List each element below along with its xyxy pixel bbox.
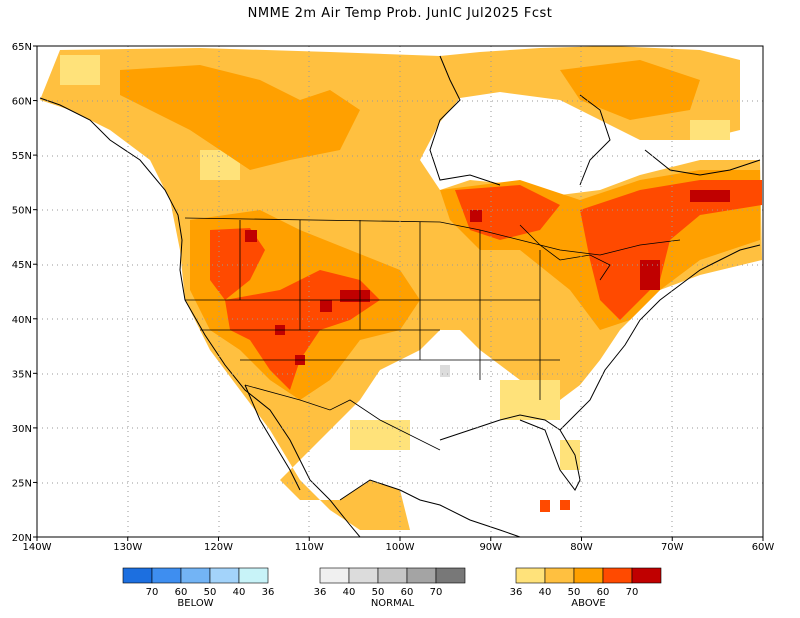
- lon-tick-label: 60W: [752, 542, 775, 553]
- legend-tick-label: 50: [568, 587, 581, 598]
- legend-below: 70 60 50 40 36 BELOW: [122, 567, 275, 609]
- legend-tick-label: 40: [233, 587, 246, 598]
- legend-tick-label: 60: [597, 587, 610, 598]
- lat-tick-label: 50N: [12, 206, 32, 217]
- legend-category-label: BELOW: [177, 598, 213, 609]
- legend-tick-label: 70: [146, 587, 159, 598]
- legend-tick-label: 50: [204, 587, 217, 598]
- above-36-shading: [60, 55, 730, 470]
- legend-swatch: [151, 567, 182, 584]
- lat-tick-label: 35N: [12, 369, 32, 380]
- lat-tick-label: 65N: [12, 42, 32, 53]
- legend-tick-label: 50: [372, 587, 385, 598]
- legend-swatch: [209, 567, 240, 584]
- legend-swatch: [180, 567, 211, 584]
- lat-tick-label: 45N: [12, 260, 32, 271]
- lat-tick-label: 40N: [12, 315, 32, 326]
- legend-swatch: [122, 567, 153, 584]
- map-title: NMME 2m Air Temp Prob. JunIC Jul2025 Fcs…: [247, 6, 553, 21]
- legend-swatch: [515, 567, 546, 584]
- legend-tick-label: 60: [401, 587, 414, 598]
- legend-tick-label: 36: [510, 587, 523, 598]
- legend-tick-label: 40: [539, 587, 552, 598]
- legend-swatch: [377, 567, 408, 584]
- legend-swatch: [406, 567, 437, 584]
- legend-swatch: [573, 567, 604, 584]
- legend-above: 36 40 50 60 70 ABOVE: [510, 567, 662, 609]
- lat-tick-label: 25N: [12, 478, 32, 489]
- legend-category-label: NORMAL: [371, 598, 415, 609]
- legend-category-label: ABOVE: [571, 598, 605, 609]
- legend-swatch: [602, 567, 633, 584]
- legend-swatch: [631, 567, 662, 584]
- legend-swatch: [544, 567, 575, 584]
- lon-tick-label: 90W: [479, 542, 502, 553]
- coastlines: [39, 55, 761, 537]
- lat-tick-label: 20N: [12, 533, 32, 544]
- longitude-axis: 140W 130W 120W 110W 100W 90W 80W 70W 60W: [23, 537, 775, 553]
- normal-shading: [440, 365, 450, 377]
- lon-tick-label: 120W: [204, 542, 233, 553]
- lat-tick-label: 55N: [12, 151, 32, 162]
- legend-tick-label: 36: [314, 587, 327, 598]
- lon-tick-label: 110W: [295, 542, 324, 553]
- legend-tick-label: 36: [262, 587, 275, 598]
- legend-tick-label: 70: [430, 587, 443, 598]
- lon-tick-label: 70W: [661, 542, 684, 553]
- lon-tick-label: 100W: [386, 542, 415, 553]
- graticule: [37, 46, 763, 537]
- lon-tick-label: 130W: [113, 542, 142, 553]
- legend-swatch: [435, 567, 466, 584]
- legend-normal: 36 40 50 60 70 NORMAL: [314, 567, 466, 609]
- lat-tick-label: 60N: [12, 97, 32, 108]
- lat-tick-label: 30N: [12, 424, 32, 435]
- legend-tick-label: 60: [175, 587, 188, 598]
- legend-swatch: [319, 567, 350, 584]
- legend-swatch: [238, 567, 269, 584]
- legend-tick-label: 40: [343, 587, 356, 598]
- legend-tick-label: 70: [626, 587, 639, 598]
- latitude-axis: 65N 60N 55N 50N 45N 40N 35N 30N 25N 20N: [12, 42, 37, 544]
- lon-tick-label: 80W: [570, 542, 593, 553]
- legend-swatch: [348, 567, 379, 584]
- lakes-and-borders: [184, 217, 681, 451]
- lon-tick-label: 140W: [23, 542, 52, 553]
